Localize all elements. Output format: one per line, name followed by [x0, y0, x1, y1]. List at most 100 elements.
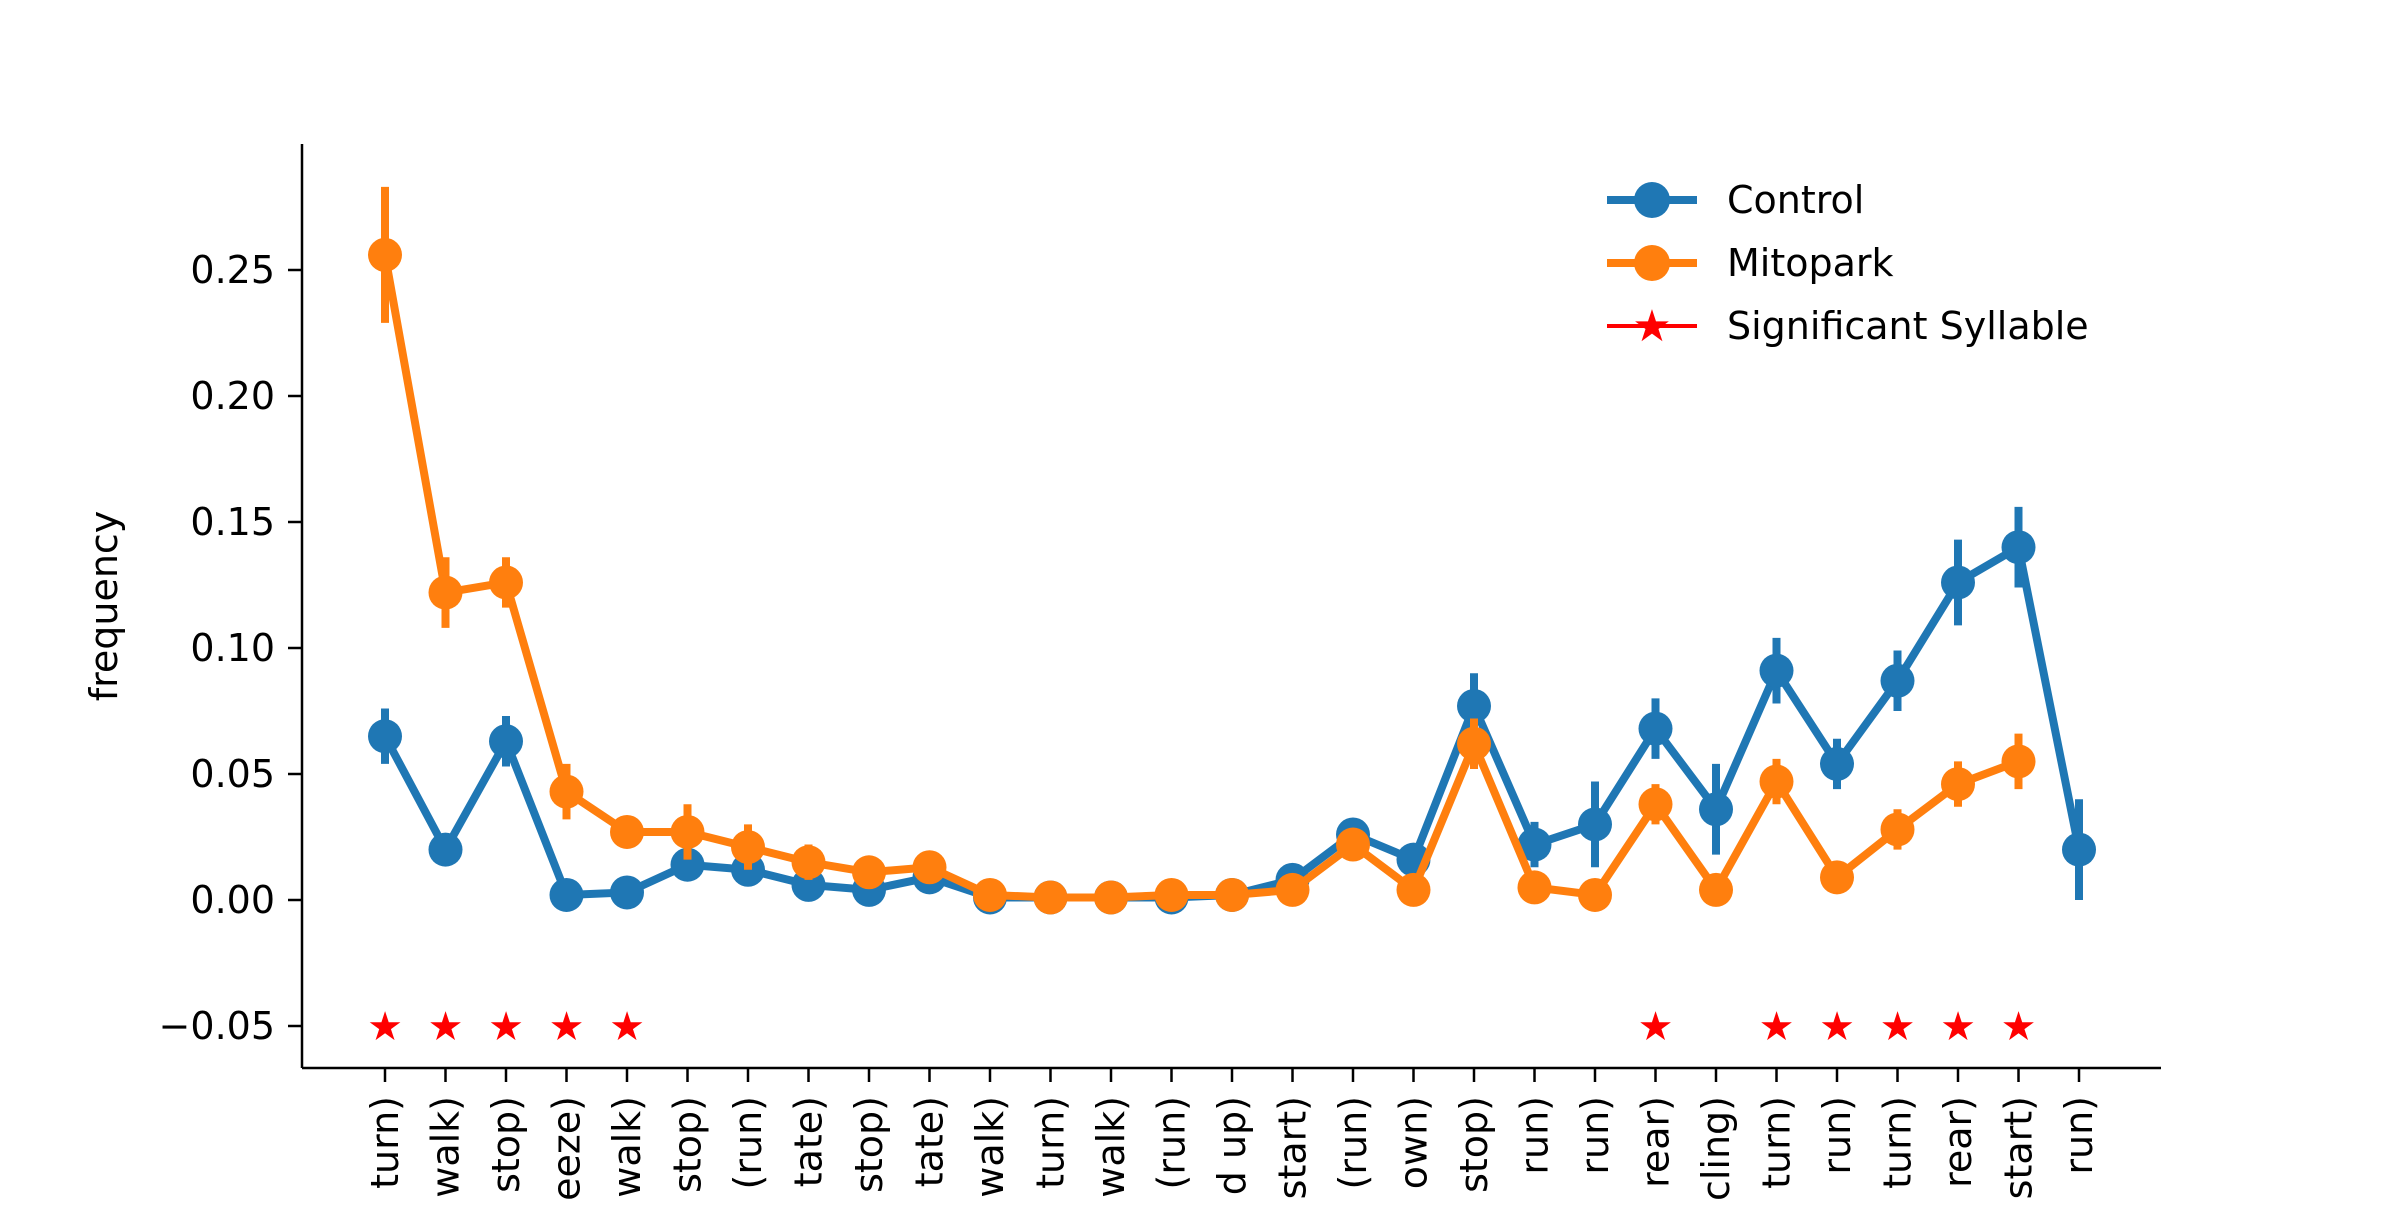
x-tick-label: run)	[2057, 1096, 2101, 1175]
x-tick-label: own)	[1392, 1096, 1436, 1189]
legend-marker-control	[1634, 182, 1670, 218]
y-tick-label: 0.10	[190, 626, 275, 670]
data-point	[1578, 807, 1612, 842]
x-tick-label: walk)	[1089, 1096, 1133, 1198]
x-tick-label: cling)	[1694, 1096, 1738, 1200]
significance-star-icon: ★	[549, 1004, 585, 1050]
data-point	[489, 565, 523, 600]
data-point	[1820, 860, 1854, 895]
data-point	[1578, 877, 1612, 912]
x-tick-label: eeze)	[545, 1096, 589, 1200]
data-point	[731, 830, 765, 865]
data-point	[1336, 827, 1370, 862]
y-axis-label: frequency	[82, 511, 126, 702]
data-point	[670, 847, 705, 882]
significance-star-icon: ★	[1638, 1004, 1674, 1050]
x-tick-label: run)	[1573, 1096, 1617, 1175]
data-point	[670, 814, 705, 849]
y-tick-label: 0.20	[190, 374, 275, 418]
x-tick-label: (run)	[1150, 1096, 1194, 1189]
data-point	[2001, 744, 2036, 779]
x-tick-label: run)	[1815, 1096, 1859, 1175]
data-point	[428, 832, 463, 867]
data-point	[1517, 827, 1552, 862]
significance-star-icon: ★	[2001, 1004, 2037, 1050]
data-point	[1275, 872, 1310, 907]
x-tick-label: turn)	[1876, 1096, 1920, 1189]
data-point	[2062, 832, 2096, 867]
x-tick-label: walk)	[424, 1096, 468, 1198]
x-tick-label: walk)	[968, 1096, 1012, 1198]
data-point	[912, 850, 947, 885]
data-point	[1638, 711, 1673, 746]
data-point	[489, 724, 523, 759]
y-tick-label: 0.25	[190, 248, 275, 292]
significant-markers: ★ ★ ★ ★ ★ ★ ★ ★ ★ ★ ★	[367, 1004, 2036, 1050]
data-point	[1638, 787, 1673, 822]
significance-star-icon: ★	[428, 1004, 464, 1050]
significance-star-icon: ★	[1819, 1004, 1855, 1050]
x-tick-label: rear)	[1634, 1096, 1678, 1188]
data-point	[852, 855, 886, 890]
legend-marker-mitopark	[1634, 245, 1670, 281]
data-point	[1094, 880, 1128, 915]
x-tick-label: (run)	[726, 1096, 770, 1189]
x-ticks: turn) walk) stop) eeze) walk) stop) (run) tate)…	[363, 1068, 2101, 1201]
data-point	[791, 845, 826, 880]
data-point	[610, 875, 644, 910]
data-point	[428, 575, 463, 610]
x-tick-label: start)	[1271, 1096, 1315, 1199]
data-point	[1759, 764, 1794, 799]
x-tick-label: stop)	[1452, 1096, 1496, 1193]
x-tick-label: tate)	[908, 1096, 952, 1187]
x-tick-label: tate)	[787, 1096, 831, 1187]
x-tick-label: walk)	[605, 1096, 649, 1198]
data-point	[1154, 877, 1189, 912]
series-mitopark	[368, 186, 2036, 915]
legend-entry-significant: ★ Significant Syllable	[1607, 301, 2089, 352]
data-point	[1699, 792, 1733, 827]
significance-star-icon: ★	[1880, 1004, 1916, 1050]
data-point	[973, 877, 1007, 912]
legend-entry-mitopark: Mitopark	[1607, 241, 1894, 285]
data-point	[610, 814, 644, 849]
legend-label-control: Control	[1727, 178, 1864, 222]
y-tick-label: 0.05	[190, 752, 275, 796]
x-tick-label: stop)	[484, 1096, 528, 1193]
series-line	[381, 254, 2020, 902]
data-point	[1820, 746, 1854, 781]
x-tick-label: turn)	[363, 1096, 407, 1189]
legend-marker-star-icon: ★	[1632, 301, 1671, 352]
y-tick-label: 0.00	[190, 878, 275, 922]
x-tick-label: start)	[1997, 1096, 2041, 1199]
x-tick-label: rear)	[1936, 1096, 1980, 1188]
data-point	[1880, 663, 1915, 698]
significance-star-icon: ★	[1940, 1004, 1976, 1050]
series	[368, 186, 2096, 915]
data-point	[368, 237, 402, 272]
significance-star-icon: ★	[609, 1004, 645, 1050]
significance-star-icon: ★	[488, 1004, 524, 1050]
legend: Control Mitopark ★ Significant Syllable	[1607, 178, 2089, 352]
legend-entry-control: Control	[1607, 178, 1864, 222]
data-point	[1941, 767, 1975, 802]
data-point	[1759, 653, 1794, 688]
significance-star-icon: ★	[1759, 1004, 1795, 1050]
legend-label-significant: Significant Syllable	[1727, 304, 2089, 348]
data-point	[1033, 880, 1068, 915]
series-control	[368, 506, 2096, 915]
data-point	[549, 774, 584, 809]
x-tick-label: turn)	[1029, 1096, 1073, 1189]
legend-label-mitopark: Mitopark	[1727, 241, 1894, 285]
data-point	[1699, 872, 1733, 907]
data-point	[1517, 870, 1552, 905]
data-point	[549, 877, 584, 912]
y-tick-label: −0.05	[159, 1004, 275, 1048]
series-line	[381, 543, 2083, 902]
x-tick-label: stop)	[666, 1096, 710, 1193]
data-point	[1457, 726, 1491, 761]
significance-star-icon: ★	[367, 1004, 403, 1050]
data-point	[1396, 872, 1431, 907]
